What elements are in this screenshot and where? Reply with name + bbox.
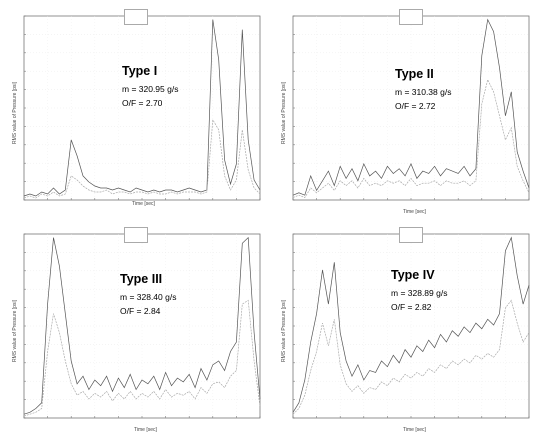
- y-axis-label: RMS value of Pressure [psi]: [281, 82, 287, 144]
- of-ratio-label: O/F = 2.72: [395, 101, 436, 111]
- type-label: Type I: [122, 64, 158, 78]
- series-line-2: [23, 299, 261, 417]
- panel-type-4: RMS value of Pressure [psi] Time [sec] T…: [279, 222, 541, 434]
- type-label: Type IV: [391, 268, 435, 282]
- of-ratio-label: O/F = 2.70: [122, 98, 163, 108]
- mass-flow-label: m = 328.89 g/s: [391, 288, 448, 298]
- plot-svg: [23, 15, 261, 201]
- x-axis-label: Time [sec]: [403, 209, 426, 215]
- panel-type-3: RMS value of Pressure [psi] Time [sec] T…: [10, 222, 272, 434]
- x-axis-label: Time [sec]: [134, 427, 157, 433]
- annotation: Type I m = 320.95 g/s O/F = 2.70: [122, 64, 178, 110]
- mass-flow-label: m = 328.40 g/s: [120, 292, 177, 302]
- x-axis-label: Time [sec]: [403, 427, 426, 433]
- plot-svg: [292, 233, 530, 419]
- legend: [399, 227, 423, 243]
- legend: [124, 9, 148, 25]
- plot-svg: [23, 233, 261, 419]
- mass-flow-label: m = 310.38 g/s: [395, 87, 452, 97]
- of-ratio-label: O/F = 2.82: [391, 302, 432, 312]
- of-ratio-label: O/F = 2.84: [120, 306, 161, 316]
- series-line-1: [23, 19, 261, 197]
- annotation: Type II m = 310.38 g/s O/F = 2.72: [395, 67, 451, 113]
- legend: [399, 9, 423, 25]
- annotation: Type IV m = 328.89 g/s O/F = 2.82: [391, 268, 447, 314]
- series-line-1: [23, 236, 261, 415]
- legend: [124, 227, 148, 243]
- series-line-2: [292, 78, 530, 199]
- panel-type-2: RMS value of Pressure [psi] Time [sec] T…: [279, 4, 541, 216]
- series-line-1: [292, 236, 530, 413]
- plot-svg: [292, 15, 530, 201]
- panel-type-1: RMS value of Pressure [psi] Time [sec] T…: [10, 4, 272, 216]
- x-axis-label: Time [sec]: [132, 201, 155, 207]
- y-axis-label: RMS value of Pressure [psi]: [281, 300, 287, 362]
- y-axis-label: RMS value of Pressure [psi]: [12, 82, 18, 144]
- y-axis-label: RMS value of Pressure [psi]: [12, 300, 18, 362]
- annotation: Type III m = 328.40 g/s O/F = 2.84: [120, 272, 176, 318]
- mass-flow-label: m = 320.95 g/s: [122, 84, 179, 94]
- series-line-2: [292, 299, 530, 415]
- type-label: Type III: [120, 272, 163, 286]
- series-line-1: [292, 18, 530, 196]
- type-label: Type II: [395, 67, 434, 81]
- series-line-2: [23, 118, 261, 199]
